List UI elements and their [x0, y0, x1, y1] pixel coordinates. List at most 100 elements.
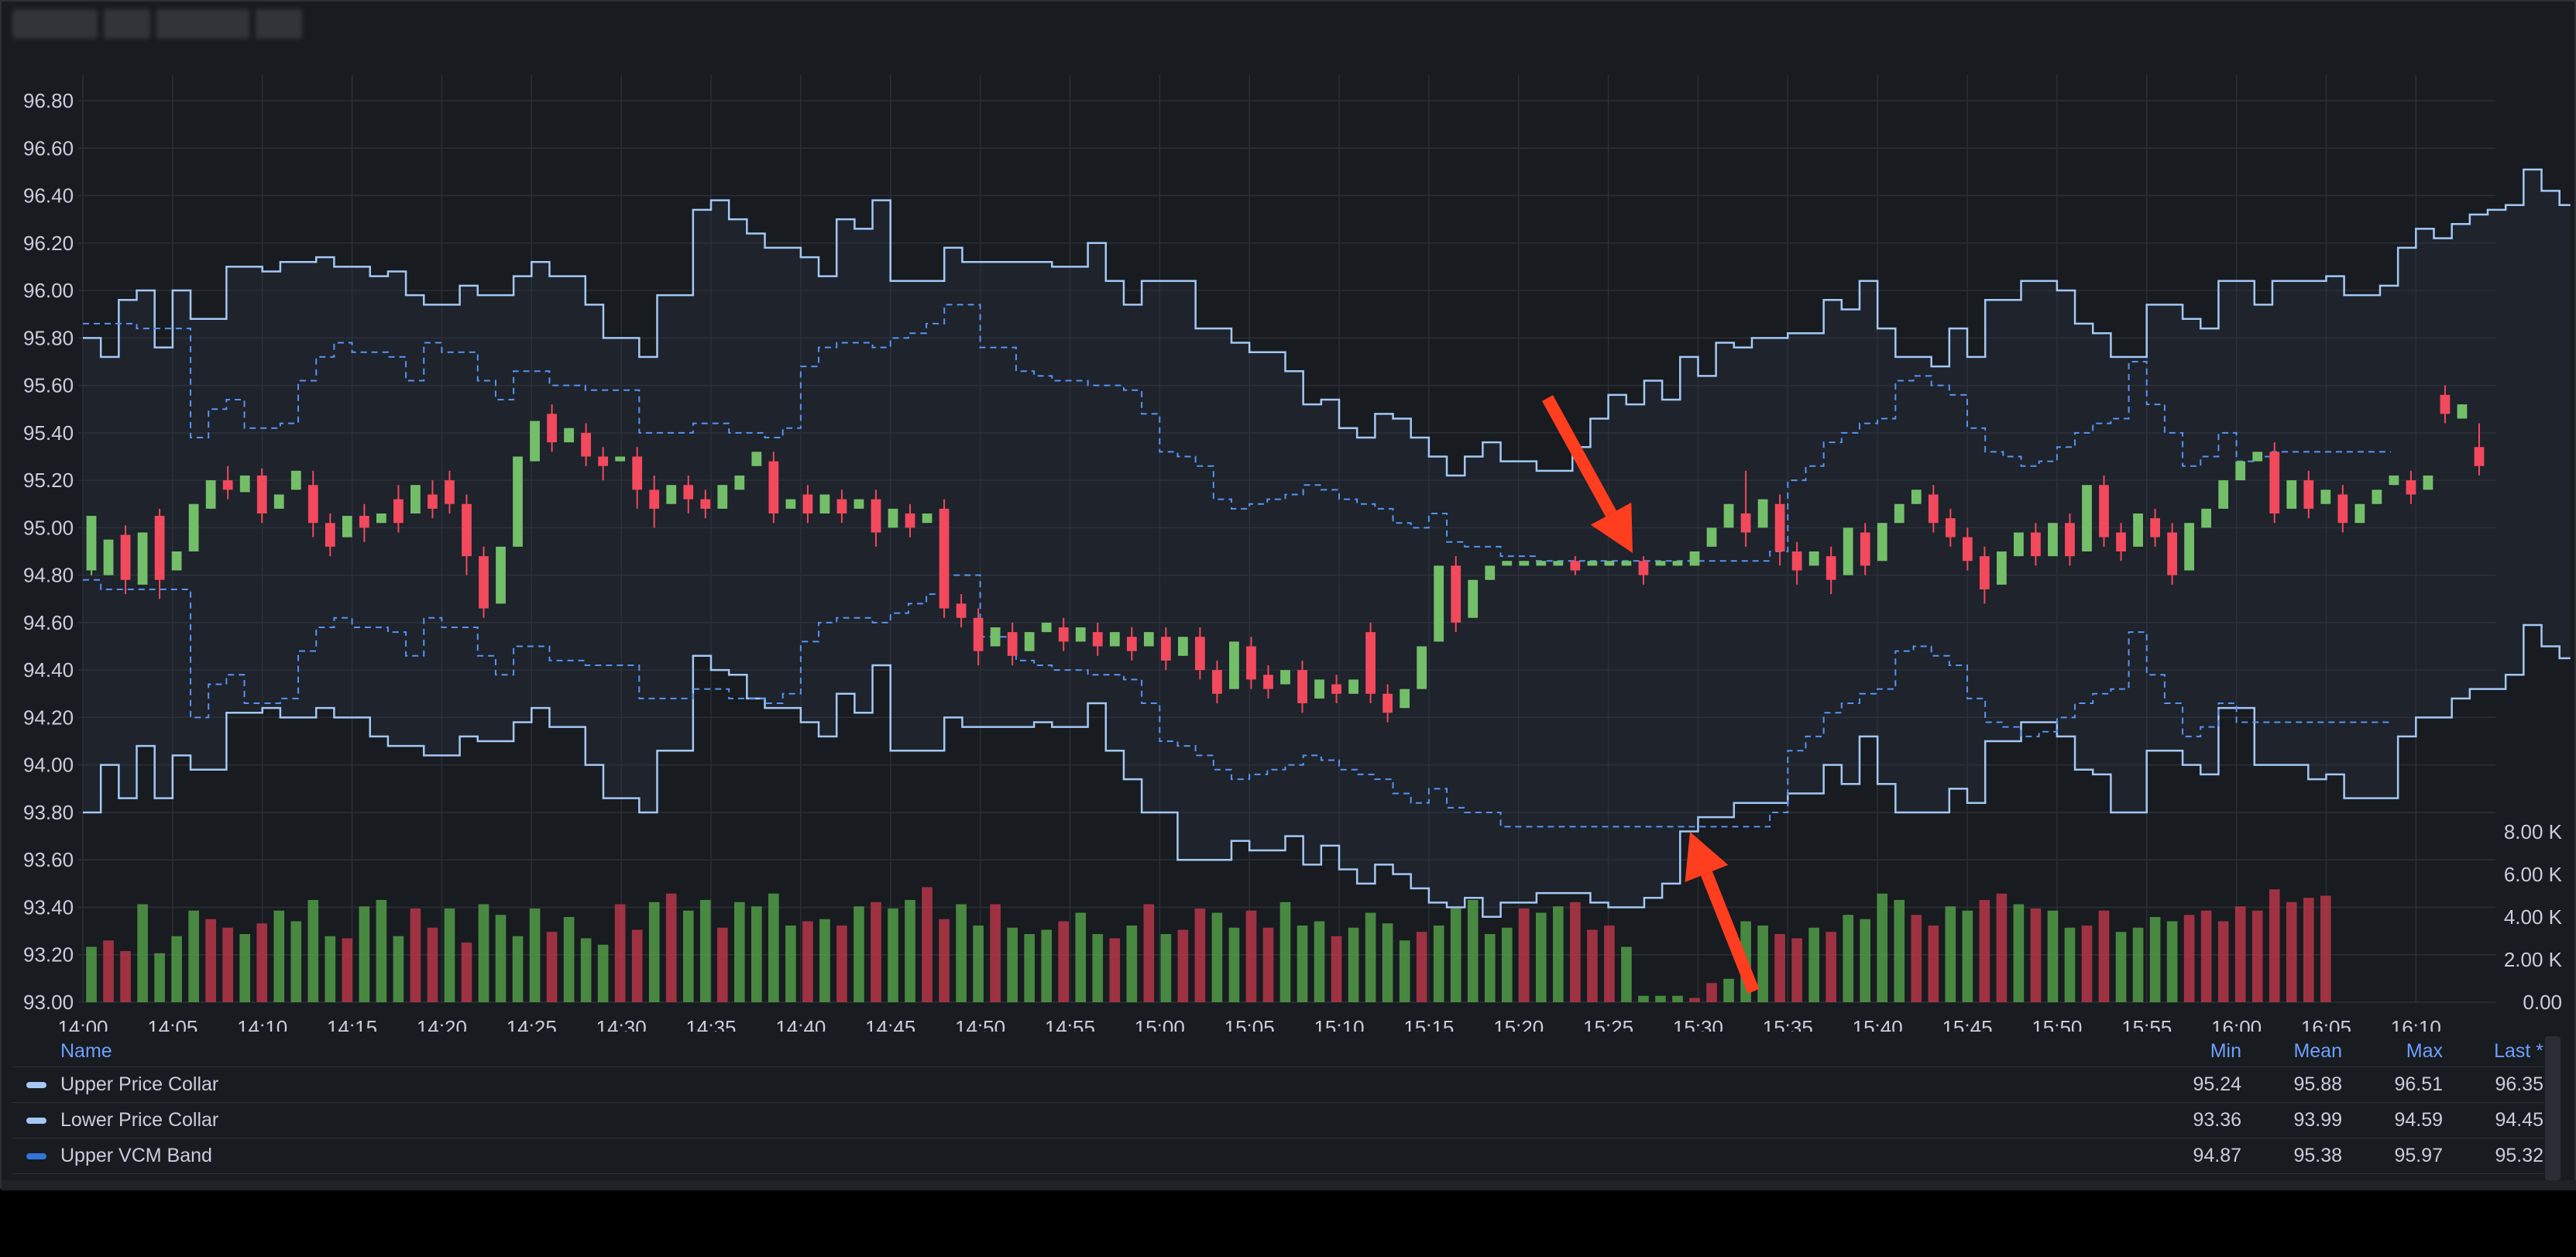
- price-tick-label: 93.40: [23, 895, 74, 919]
- volume-bar: [802, 921, 813, 1002]
- panel-title-redacted[interactable]: [12, 9, 302, 39]
- volume-bar: [2251, 910, 2263, 1002]
- volume-bar: [1774, 934, 1785, 1002]
- candle-body: [1570, 561, 1581, 571]
- candle-body: [2218, 480, 2229, 509]
- volume-bar: [1979, 900, 1990, 1002]
- volume-bar: [648, 902, 660, 1002]
- volume-tick-label: 4.00 K: [2504, 905, 2563, 929]
- volume-bar: [854, 906, 864, 1002]
- upper-price-collar-line: [83, 168, 2571, 477]
- candle-body: [1604, 561, 1615, 566]
- volume-bar: [631, 929, 643, 1002]
- legend-header-mean[interactable]: Mean: [2293, 1040, 2342, 1062]
- candle-body: [1587, 561, 1598, 566]
- legend-max-value: 96.51: [2394, 1073, 2443, 1095]
- candle-body: [1314, 679, 1324, 699]
- candle-body: [1109, 632, 1120, 647]
- lower-price-collar-line: [83, 623, 2571, 918]
- candle-body: [273, 494, 284, 509]
- candle-body: [990, 627, 1001, 647]
- volume-bar: [1757, 926, 1768, 1002]
- price-tick-label: 95.80: [23, 326, 74, 349]
- candle-body: [1536, 561, 1547, 566]
- legend-last-value: 94.45: [2495, 1109, 2543, 1131]
- legend-header-row: Name Min Mean Max Last *: [12, 1036, 2543, 1067]
- volume-bar: [2200, 910, 2212, 1002]
- candle-body: [154, 516, 165, 580]
- time-tick-label: 14:25: [507, 1016, 557, 1032]
- candle-body: [1160, 637, 1171, 661]
- panel-resize-strip[interactable]: [2, 1180, 2576, 1190]
- candle-body: [1263, 675, 1273, 689]
- volume-bar: [1058, 921, 1070, 1002]
- legend-min-value: 94.87: [2193, 1145, 2241, 1166]
- candle-body: [2286, 480, 2297, 509]
- legend-scrollbar[interactable]: [2545, 1036, 2561, 1180]
- candle-body: [239, 475, 250, 493]
- volume-bar: [1143, 904, 1155, 1002]
- series-color-swatch[interactable]: [26, 1081, 46, 1088]
- volume-bar: [495, 915, 507, 1002]
- volume-bar: [1928, 926, 1939, 1002]
- volume-bar: [1126, 926, 1138, 1002]
- legend-row-upper-vcm-band[interactable]: Upper VCM Band 94.87 95.38 95.97 95.32: [12, 1139, 2543, 1174]
- candle-body: [785, 499, 796, 509]
- candle-body: [1417, 646, 1427, 689]
- candle-body: [1894, 503, 1905, 524]
- legend-max-value: 94.59: [2394, 1109, 2443, 1131]
- volume-bar: [699, 900, 711, 1002]
- legend-header-max[interactable]: Max: [2406, 1040, 2443, 1062]
- volume-bar: [444, 908, 455, 1002]
- volume-bar: [2269, 889, 2280, 1002]
- candle-body: [1297, 670, 1307, 704]
- volume-bar: [1638, 995, 1649, 1002]
- candle-body: [86, 516, 97, 571]
- volume-bar: [1450, 908, 1461, 1002]
- volume-bar: [819, 919, 830, 1002]
- candle-body: [854, 499, 864, 509]
- volume-bar: [461, 943, 472, 1002]
- legend-row-lower-price-collar[interactable]: Lower Price Collar 93.36 93.99 94.59 94.…: [12, 1103, 2543, 1139]
- volume-bar: [2234, 906, 2246, 1002]
- series-color-swatch[interactable]: [26, 1117, 46, 1124]
- volume-bar: [1518, 908, 1530, 1002]
- candle-body: [1280, 670, 1290, 685]
- time-tick-label: 15:25: [1583, 1016, 1633, 1032]
- volume-bar: [342, 938, 353, 1002]
- volume-bar: [205, 919, 216, 1002]
- candlestick-chart[interactable]: 93.00 93.20 93.40 93.60 93.80 94.00 94.20 94.40…: [2, 2, 2574, 1032]
- legend-header-last[interactable]: Last *: [2494, 1040, 2543, 1062]
- candle-body: [1774, 503, 1785, 551]
- volume-bar: [1331, 936, 1342, 1002]
- legend-header-min[interactable]: Min: [2210, 1040, 2241, 1062]
- time-tick-label: 14:55: [1045, 1016, 1095, 1032]
- volume-bar: [1587, 929, 1598, 1002]
- legend-header-name[interactable]: Name: [60, 1040, 112, 1062]
- candle-body: [1177, 637, 1188, 656]
- time-tick-label: 15:35: [1763, 1016, 1813, 1032]
- annotation-arrow-lower-shaft: [1701, 871, 1760, 994]
- candle-body: [1945, 518, 1956, 537]
- candle-body: [496, 546, 506, 604]
- annotation-arrow-lower-head: [1685, 832, 1729, 882]
- time-tick-label: 15:15: [1403, 1016, 1454, 1032]
- legend-row-upper-price-collar[interactable]: Upper Price Collar 95.24 95.88 96.51 96.…: [12, 1067, 2543, 1103]
- legend-series-name[interactable]: Upper Price Collar: [60, 1073, 219, 1095]
- candle-body: [905, 513, 915, 528]
- volume-bar: [1706, 983, 1717, 1002]
- volume-bar: [1109, 938, 1121, 1002]
- legend-series-name[interactable]: Upper VCM Band: [60, 1145, 212, 1166]
- candle-body: [683, 485, 694, 500]
- candle-body: [1485, 565, 1496, 580]
- volume-bar: [836, 926, 847, 1002]
- series-color-swatch[interactable]: [26, 1152, 46, 1159]
- candle-body: [1672, 561, 1683, 566]
- candle-body: [205, 480, 216, 509]
- candle-body: [2082, 485, 2092, 551]
- candle-body: [564, 428, 574, 443]
- price-tick-label: 94.20: [23, 706, 74, 729]
- legend-series-name[interactable]: Lower Price Collar: [60, 1109, 219, 1131]
- volume-bar: [1894, 900, 1905, 1002]
- candle-body: [479, 556, 489, 609]
